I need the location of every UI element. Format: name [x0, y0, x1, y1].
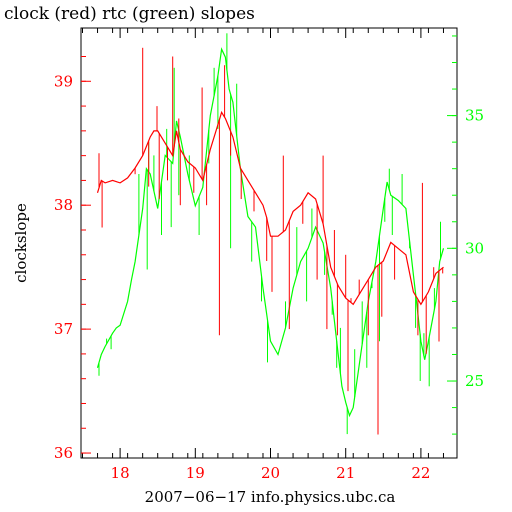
y-right-tick-label: 25 [465, 372, 484, 390]
y-axis-label: clockslope [12, 203, 30, 283]
chart-title: clock (red) rtc (green) slopes [4, 4, 255, 24]
axes-layer: 18 19 20 21 22 36 37 38 39 25 30 35 [54, 28, 484, 482]
y-left-tick-label: 36 [54, 444, 73, 462]
x-tick-label: 18 [111, 464, 130, 482]
y-left-tick-label: 39 [54, 72, 73, 90]
rtc-series-line [96, 47, 445, 418]
y-right-tick-label: 35 [465, 107, 484, 125]
y-left-tick-label: 37 [54, 320, 73, 338]
plot-frame [80, 27, 458, 459]
series-layer [96, 33, 445, 435]
clock-series-line [96, 110, 444, 306]
x-tick-label: 21 [336, 464, 355, 482]
y-right-tick-label: 30 [465, 239, 484, 257]
x-tick-label: 19 [186, 464, 205, 482]
y-left-tick-label: 38 [54, 196, 73, 214]
x-tick-label: 22 [411, 464, 430, 482]
x-axis-label: 2007−06−17 info.physics.ubc.ca [145, 488, 396, 506]
x-tick-label: 20 [261, 464, 280, 482]
